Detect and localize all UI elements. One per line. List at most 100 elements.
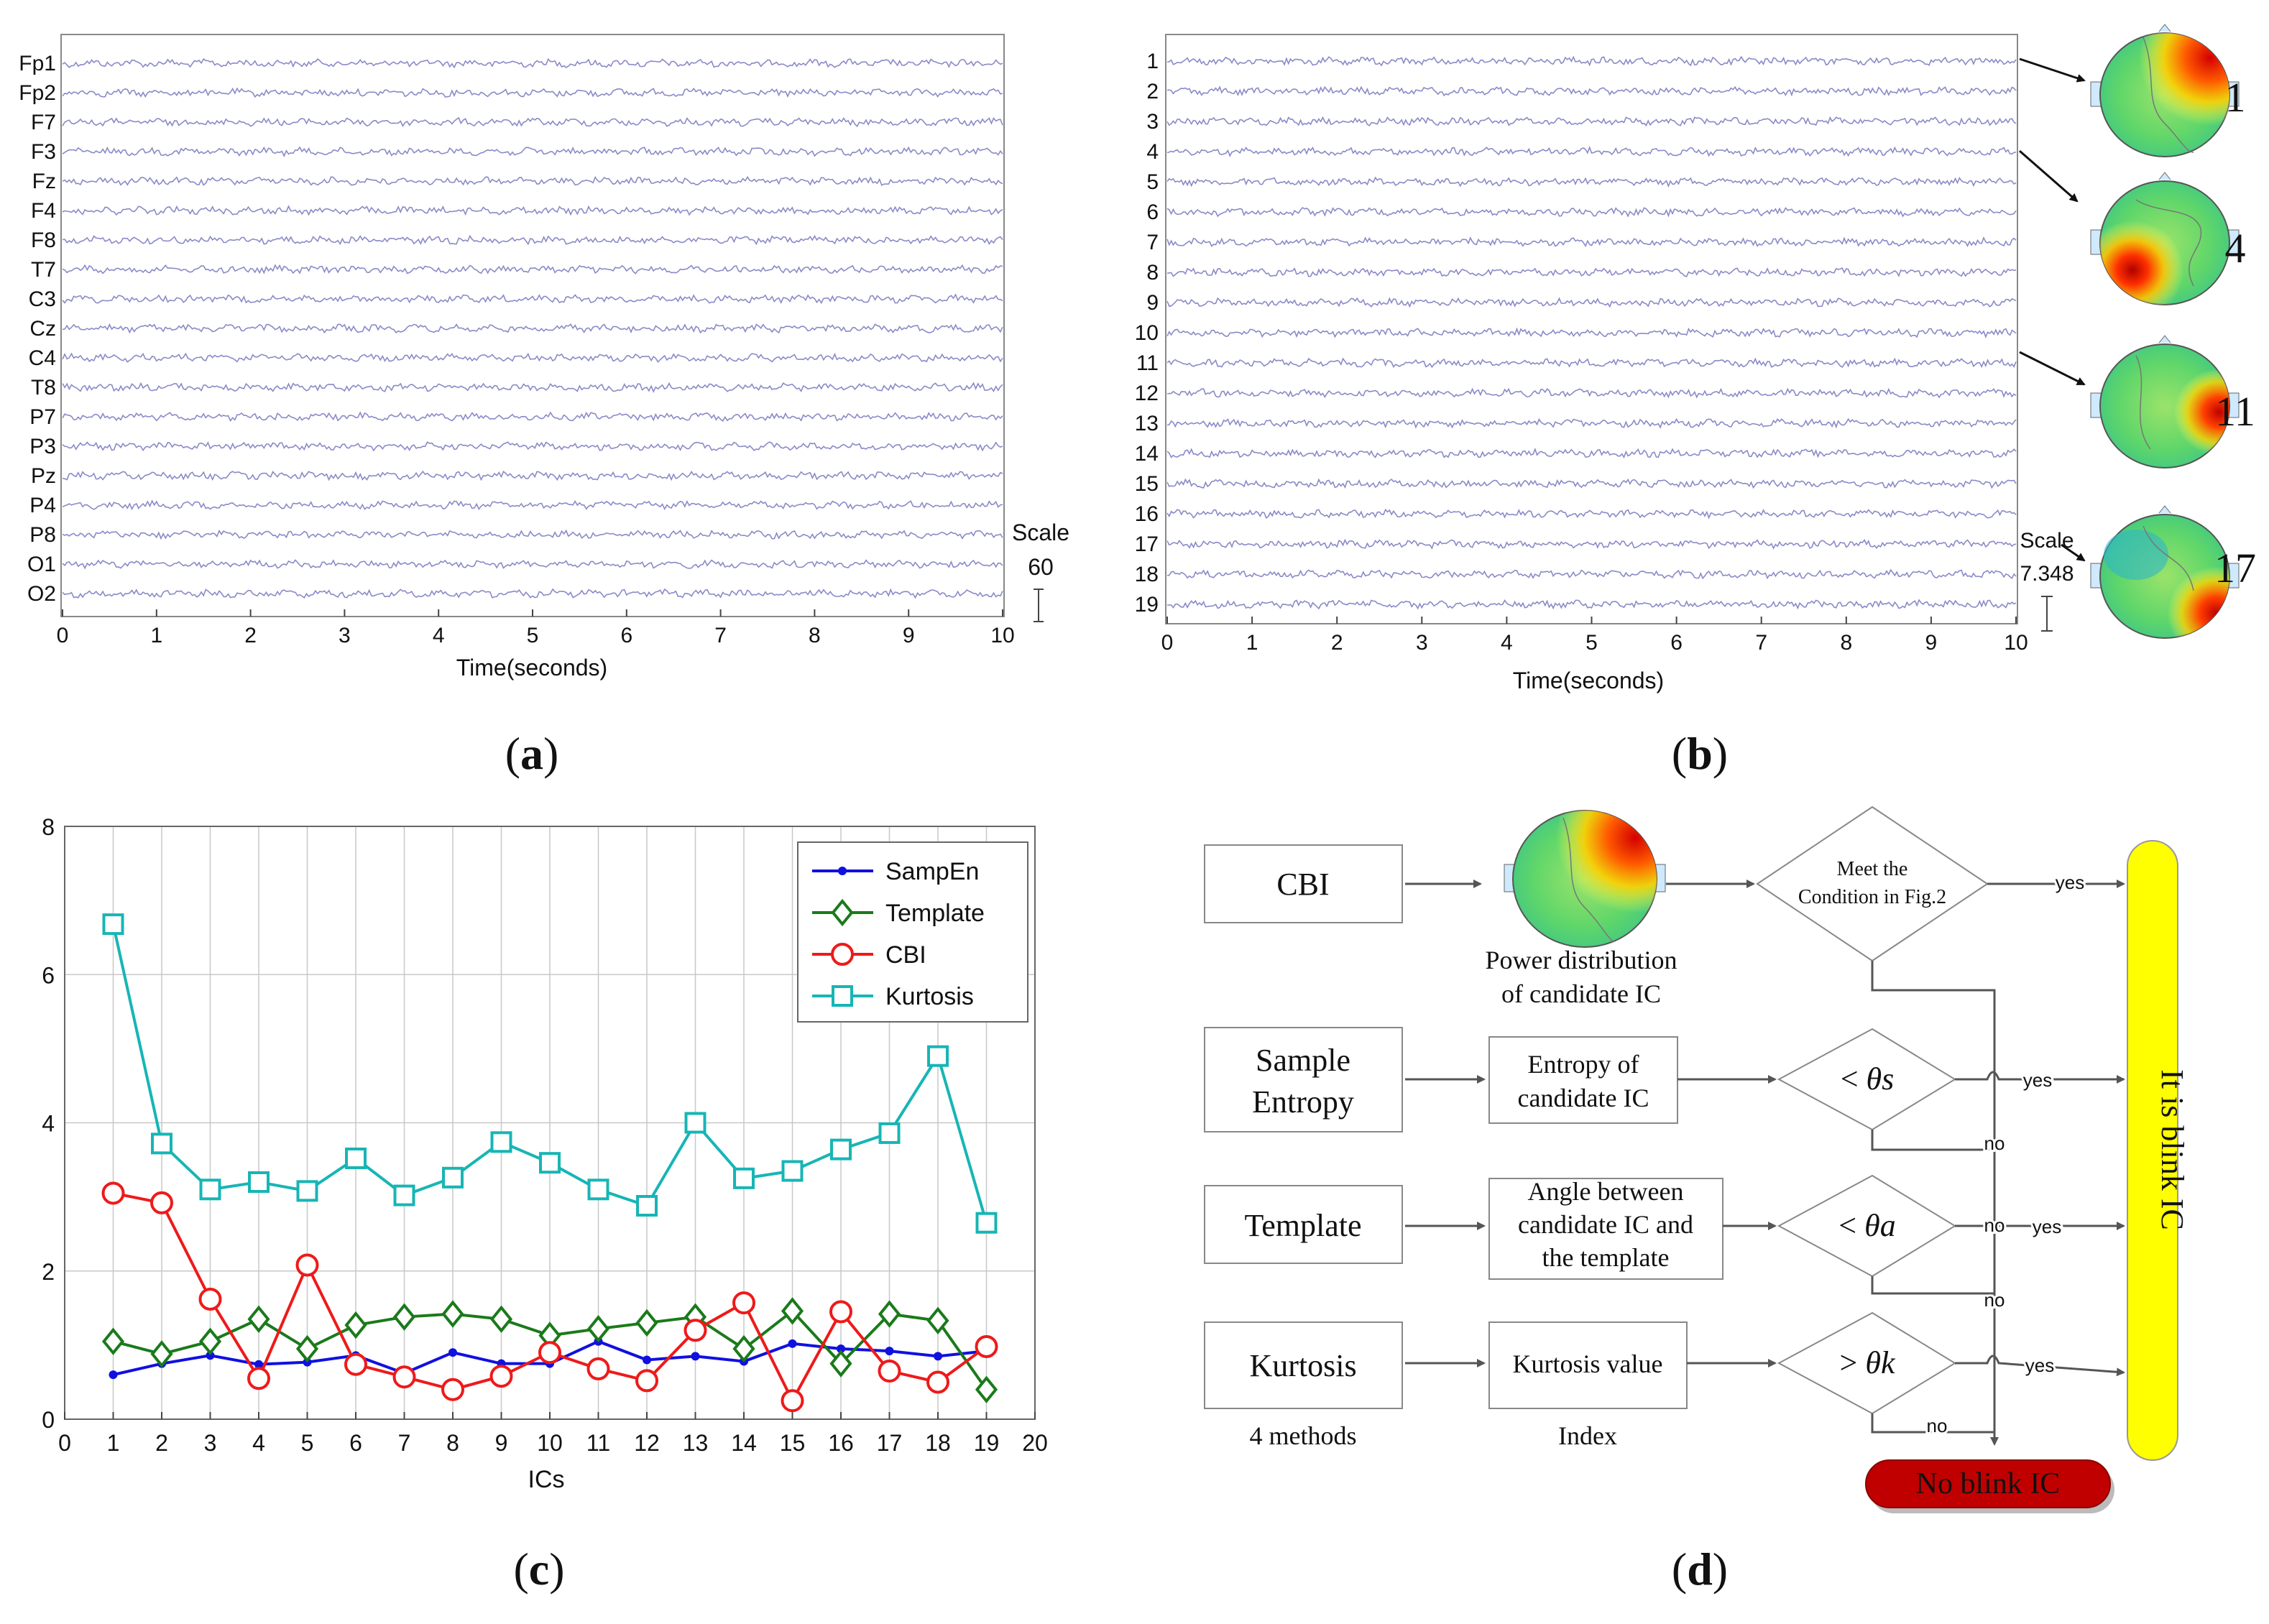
method-label-entropy: Entropy [1252,1084,1354,1120]
methods-caption: 4 methods [1250,1421,1357,1450]
x-tick-label: 1 [150,624,162,647]
data-point [489,1305,513,1333]
x-tick-label: 12 [634,1430,660,1456]
index-box-entropy [1488,1036,1678,1124]
x-tick-label: 9 [495,1430,508,1456]
y-tick-label: 2 [42,1259,55,1285]
topomap-label-4: 4 [2225,225,2246,272]
decision-theta-k-text: > θk [1840,1345,1896,1380]
panel-b-traces [1166,55,2017,610]
data-point [101,1327,125,1355]
eeg-trace [1166,86,2017,97]
panel-a-scale-value: 60 [1028,554,1054,580]
channel-label: 10 [1135,321,1159,345]
topomap-arrow-17 [2061,543,2086,562]
x-tick-label: 18 [925,1430,951,1456]
index-box-kurtosis [1488,1321,1688,1409]
data-point [732,1334,755,1363]
data-point [448,1348,457,1357]
index-entropy-line2: candidate IC [1518,1084,1649,1112]
panel-b-scale-bar [2041,596,2053,632]
eeg-trace [62,205,1003,216]
data-point [151,1132,172,1155]
decision-theta-a-text: < θa [1838,1208,1895,1243]
yes-label-kurtosis: yes [2025,1355,2054,1376]
data-point [684,1112,707,1134]
data-point [344,1352,367,1376]
eeg-trace [62,293,1003,305]
channel-label: Fp1 [19,52,56,75]
panel-c-label: (c) [513,1544,564,1595]
data-point [878,1359,901,1383]
yes-label-entropy: yes [2023,1069,2052,1091]
x-tick-label: 7 [398,1430,411,1456]
channel-label: 11 [1136,351,1159,375]
panel-c-legend: SampEn Template CBI Kurtosis [797,841,1028,1023]
data-point [684,1319,707,1342]
x-tick-label: 0 [57,624,69,647]
channel-label: F3 [31,140,56,164]
channel-label: Fp2 [19,81,56,105]
data-point [832,985,853,1007]
x-tick-label: 7 [1755,631,1767,655]
power-caption-line2: of candidate IC [1501,979,1661,1008]
no-path-entropy [1871,1130,1994,1151]
eeg-trace [1166,357,2017,369]
y-tick-label: 4 [42,1111,55,1137]
channel-label: 5 [1146,170,1159,194]
yes-arrow-kurtosis [1955,1355,2125,1377]
topomap-label-1: 1 [2225,74,2246,121]
channel-label: 6 [1146,200,1159,224]
channel-label: T8 [31,376,56,400]
no-label-angle: no [1984,1214,2005,1236]
x-tick-label: 16 [828,1430,854,1456]
x-tick-label: 19 [974,1430,1000,1456]
channel-label: 7 [1146,231,1159,254]
method-box-sample-entropy [1204,1027,1403,1132]
channel-label: Pz [31,464,56,488]
x-tick-label: 2 [1331,631,1343,655]
data-point [831,898,854,927]
x-tick-label: 15 [780,1430,806,1456]
eeg-trace [1166,55,2017,67]
channel-label: O2 [27,582,56,606]
x-tick-label: 17 [877,1430,903,1456]
eeg-trace [1166,538,2017,550]
data-point [295,1334,319,1363]
eeg-trace [62,116,1003,128]
data-point [538,1341,561,1365]
data-point [975,1212,998,1234]
data-point [102,913,124,936]
channel-label: F8 [31,229,56,252]
data-point [586,1315,610,1343]
x-tick-label: 6 [620,624,632,647]
eeg-trace [1166,599,2017,610]
panel-a-x-axis: 0 1 2 3 4 5 6 7 8 9 10 [57,609,1015,647]
channel-label: O1 [27,553,56,576]
panel-a-channel-labels: Fp1 Fp2 F7 F3 Fz F4 F8 T7 C3 Cz C4 T8 P7 P3 Pz P4 P8 O1 O2 [19,52,56,606]
method-label-sample: Sample [1256,1043,1350,1078]
data-point [490,1131,512,1153]
x-tick-label: 4 [1501,631,1513,655]
eeg-trace [62,87,1003,98]
no-label-kurtosis: no [1927,1415,1948,1436]
eeg-trace [1166,417,2017,429]
data-point [926,1306,949,1335]
topomap-label-11: 11 [2215,388,2255,435]
topomap-ic-17 [2090,505,2240,639]
data-point [733,1167,755,1189]
data-point [199,1178,221,1201]
series-template [101,1297,998,1403]
method-box-cbi [1204,844,1403,923]
eeg-trace [1166,206,2017,218]
panel-d: CBI Sample Entropy Template Kurtosis 4 m… [1204,806,2190,1595]
eeg-trace [62,323,1003,334]
channel-label: Cz [29,317,56,341]
x-tick-label: 8 [1840,631,1852,655]
data-point [635,1369,658,1393]
blink-ic-box [2127,840,2178,1461]
data-point [781,1160,804,1182]
x-tick-label: 9 [1925,631,1938,655]
x-tick-label: 5 [527,624,539,647]
